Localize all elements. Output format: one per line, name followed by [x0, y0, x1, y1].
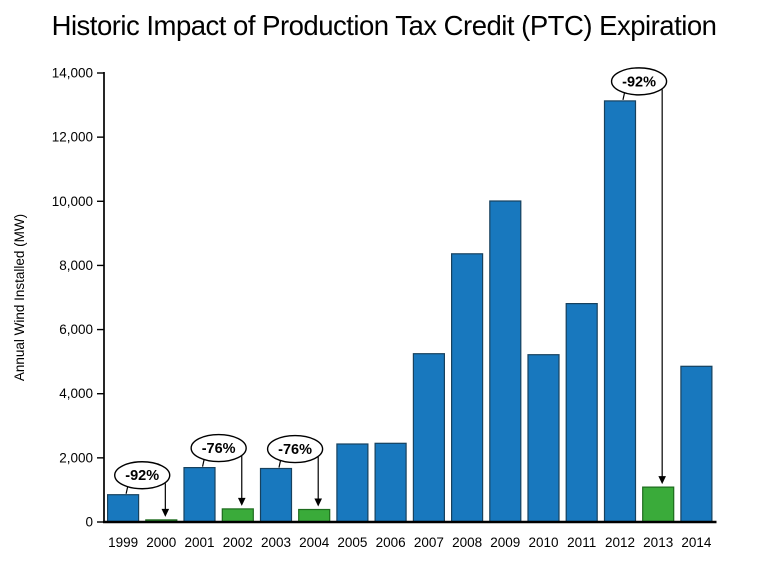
y-axis-tick-label: 14,000 [52, 66, 93, 81]
bar-2012 [603, 100, 637, 523]
annotation-label: -92% [622, 74, 656, 90]
annotation-bubble [610, 67, 668, 96]
bar-1999 [106, 494, 140, 523]
annotation-2004: -76% [266, 434, 324, 507]
y-axis-tick-label: 0 [85, 515, 93, 530]
y-axis-title: Annual Wind Installed (MW) [12, 214, 27, 381]
bar-2001 [183, 467, 216, 523]
bar-2005 [336, 443, 369, 523]
y-axis-tick-label: 12,000 [52, 130, 93, 145]
y-axis-tick-label: 2,000 [59, 450, 93, 465]
annotation-arrowhead [237, 497, 246, 506]
y-axis-tick-label: 10,000 [52, 194, 93, 209]
x-axis-label-2010: 2010 [528, 535, 558, 550]
x-axis-label-2011: 2011 [567, 535, 596, 550]
bar-2014 [680, 365, 713, 523]
x-axis-label-2014: 2014 [681, 535, 712, 550]
bar-2004 [298, 508, 331, 523]
annotation-arrowhead [161, 508, 170, 517]
bar-2009 [489, 200, 522, 523]
bar-2013 [642, 486, 675, 523]
x-axis-label-2005: 2005 [337, 535, 367, 550]
x-axis-label-2003: 2003 [261, 535, 291, 550]
annotation-bubble [114, 461, 171, 490]
annotation-label: -76% [202, 441, 236, 457]
x-axis-label-2013: 2013 [643, 535, 673, 550]
annotation-label: -76% [278, 442, 312, 458]
annotation-bubble [190, 433, 247, 463]
x-axis-label-2002: 2002 [223, 535, 253, 550]
x-axis-label-2007: 2007 [414, 535, 444, 550]
x-axis-label-2006: 2006 [376, 535, 406, 550]
bar-2002 [221, 508, 254, 523]
bar-2007 [412, 353, 445, 523]
annotation-2000: -92% [114, 461, 171, 517]
x-axis-label-2001: 2001 [184, 535, 214, 550]
y-axis-tick-label: 8,000 [59, 258, 93, 273]
annotation-2002: -76% [190, 433, 247, 506]
bar-2011 [565, 303, 598, 523]
x-axis-label-2009: 2009 [490, 535, 520, 550]
bar-2003 [259, 467, 293, 523]
annotation-bubble [266, 434, 324, 464]
bar-2010 [527, 354, 560, 523]
x-axis-label-1999: 1999 [108, 535, 138, 550]
annotation-arrowhead [314, 498, 323, 507]
y-axis-tick-label: 6,000 [59, 322, 93, 337]
x-axis-label-2012: 2012 [605, 535, 635, 550]
x-axis-label-2008: 2008 [452, 535, 482, 550]
x-axis-label-2004: 2004 [299, 535, 330, 550]
annotation-label: -92% [125, 468, 159, 484]
y-axis-tick-label: 4,000 [59, 386, 93, 401]
annotation-arrowhead [658, 476, 666, 485]
bar-2006 [374, 442, 407, 523]
annotation-2013: -92% [610, 67, 668, 485]
x-axis-label-2000: 2000 [146, 535, 176, 550]
chart-title: Historic Impact of Production Tax Credit… [51, 10, 717, 41]
bar-2008 [451, 253, 484, 523]
